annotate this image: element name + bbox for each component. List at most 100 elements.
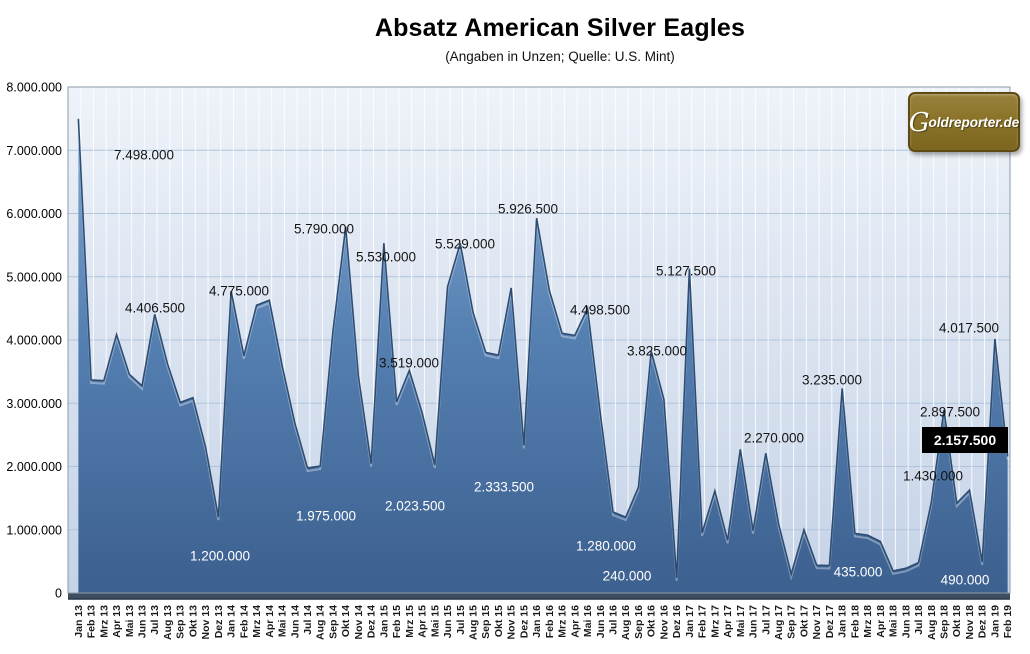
x-tick-label: Mrz 14: [251, 605, 263, 638]
data-label: 5.530.000: [356, 250, 416, 265]
x-tick-label: Feb 15: [391, 605, 403, 638]
x-tick-label: Jan 13: [73, 605, 85, 638]
x-tick-label: Nov 14: [353, 605, 365, 640]
data-label: 4.775.000: [209, 284, 269, 299]
x-tick-label: Mrz 17: [709, 605, 721, 638]
data-label: 3.825.000: [627, 344, 687, 359]
x-tick-label: Feb 18: [849, 605, 861, 638]
data-label: 3.519.000: [379, 356, 439, 371]
x-tick-label: Jul 17: [760, 605, 772, 635]
goldreporter-logo-text: Goldreporter.de: [909, 110, 1020, 136]
x-tick-label: Okt 17: [799, 605, 811, 637]
y-tick-label: 0: [55, 587, 62, 601]
chart-title: Absatz American Silver Eagles: [374, 14, 746, 42]
y-tick-label: 6.000.000: [6, 207, 62, 221]
x-tick-label: Mai 14: [277, 605, 289, 637]
x-tick-label: Dez 13: [213, 605, 225, 638]
x-tick-label: Feb 17: [697, 605, 709, 638]
x-tick-label: Aug 13: [162, 605, 174, 640]
x-tick-label: Feb 13: [86, 605, 98, 638]
x-tick-label: Sep 13: [175, 605, 187, 639]
x-tick-label: Feb 16: [544, 605, 556, 638]
x-tick-label: Mrz 18: [862, 605, 874, 638]
x-tick-label: Nov 18: [964, 605, 976, 640]
y-tick-label: 3.000.000: [6, 397, 62, 411]
x-tick-label: Jan 17: [684, 605, 696, 638]
y-tick-label: 4.000.000: [6, 334, 62, 348]
data-label: 240.000: [603, 569, 652, 584]
x-tick-label: Okt 14: [340, 605, 352, 637]
x-tick-label: Apr 15: [417, 605, 429, 638]
x-tick-label: Apr 18: [875, 605, 887, 638]
x-tick-label: Nov 13: [200, 605, 212, 640]
data-label: 1.280.000: [576, 539, 636, 554]
data-label: 1.200.000: [190, 549, 250, 564]
chart-subtitle: (Angaben in Unzen; Quelle: U.S. Mint): [445, 49, 675, 64]
data-label: 4.017.500: [939, 321, 999, 336]
x-tick-label: Jun 16: [595, 605, 607, 638]
data-label: 435.000: [834, 565, 883, 580]
x-tick-label: Okt 13: [187, 605, 199, 637]
x-tick-label: Nov 15: [506, 605, 518, 640]
x-tick-label: Sep 16: [633, 605, 645, 639]
data-label: 490.000: [941, 573, 990, 588]
y-tick-label: 7.000.000: [6, 144, 62, 158]
x-tick-label: Dez 17: [824, 605, 836, 638]
x-tick-label: Mai 16: [582, 605, 594, 637]
x-tick-label: Jul 14: [302, 605, 314, 635]
chart-floor-band: [68, 593, 1010, 599]
x-tick-label: Okt 16: [646, 605, 658, 637]
x-tick-label: Dez 16: [671, 605, 683, 638]
x-tick-label: Jun 13: [137, 605, 149, 638]
x-tick-label: Okt 18: [951, 605, 963, 637]
x-axis-labels: Jan 13 Feb 13 Mrz 13 Apr 13 Mai 13 Jun 13 Jul …: [73, 605, 1014, 640]
data-label-current: 2.157.500: [934, 432, 996, 448]
data-label: 5.529.000: [435, 237, 495, 252]
data-label: 2.023.500: [385, 499, 445, 514]
x-tick-label: Jun 17: [748, 605, 760, 638]
data-label: 3.235.000: [802, 373, 862, 388]
x-tick-label: Jan 16: [531, 605, 543, 638]
x-tick-label: Mai 17: [735, 605, 747, 637]
data-label: 5.127.500: [656, 264, 716, 279]
x-tick-label: Apr 14: [264, 605, 276, 638]
data-label: 4.498.500: [570, 303, 630, 318]
goldreporter-logo-badge: Goldreporter.de: [908, 92, 1020, 152]
x-tick-label: Mrz 15: [404, 605, 416, 638]
x-tick-label: Sep 14: [328, 605, 340, 639]
data-label: 5.926.500: [498, 202, 558, 217]
x-tick-label: Mrz 13: [98, 605, 110, 638]
x-tick-label: Jul 15: [455, 605, 467, 635]
x-tick-label: Aug 17: [773, 605, 785, 640]
x-tick-label: Sep 18: [939, 605, 951, 639]
x-tick-label: Apr 17: [722, 605, 734, 638]
data-label: 5.790.000: [294, 222, 354, 237]
sales-area-series: [78, 118, 1008, 594]
x-tick-label: Jan 15: [378, 605, 390, 638]
x-tick-label: Aug 14: [315, 605, 327, 640]
data-label: 2.333.500: [474, 480, 534, 495]
x-tick-label: Aug 18: [926, 605, 938, 640]
x-tick-label: Jun 15: [442, 605, 454, 638]
x-tick-label: Mai 15: [429, 605, 441, 637]
x-tick-label: Feb 19: [1002, 605, 1014, 638]
x-tick-label: Mrz 16: [557, 605, 569, 638]
title-block: Absatz American Silver Eagles (Angaben i…: [90, 14, 1030, 64]
x-tick-label: Okt 15: [493, 605, 505, 637]
x-tick-label: Dez 15: [518, 605, 530, 638]
x-tick-label: Nov 16: [658, 605, 670, 640]
y-tick-label: 8.000.000: [6, 81, 62, 95]
y-tick-label: 2.000.000: [6, 460, 62, 474]
x-tick-label: Aug 15: [468, 605, 480, 640]
x-tick-label: Dez 18: [977, 605, 989, 638]
x-tick-label: Apr 16: [569, 605, 581, 638]
x-tick-label: Sep 15: [480, 605, 492, 639]
x-tick-label: Mai 13: [124, 605, 136, 637]
x-tick-label: Jan 14: [226, 605, 238, 638]
highlighted-label-box: [922, 427, 1008, 453]
x-tick-label: Sep 17: [786, 605, 798, 639]
logo-letter-rest: oldreporter.de: [928, 114, 1020, 130]
x-tick-label: Jul 18: [913, 605, 925, 635]
